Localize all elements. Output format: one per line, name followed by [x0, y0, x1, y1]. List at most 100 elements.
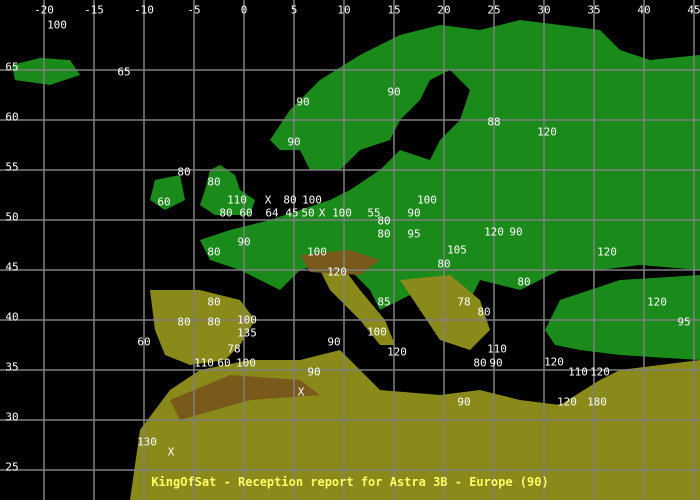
reception-report-label: 45	[285, 206, 299, 220]
land-balkans	[400, 275, 490, 350]
lon-tick-label: 40	[637, 3, 651, 17]
no-reception-marker: X	[167, 445, 175, 459]
reception-report-label: 100	[417, 193, 437, 207]
reception-report-label: 64	[265, 206, 279, 220]
reception-report-label: 120	[647, 295, 667, 309]
reception-report-label: 180	[587, 395, 607, 409]
lat-tick-label: 65	[5, 60, 19, 74]
reception-report-label: 65	[117, 65, 131, 79]
land-turkey	[545, 275, 700, 360]
lon-tick-label: 45	[687, 3, 700, 17]
reception-report-label: 90	[327, 335, 341, 349]
land-italy	[320, 270, 395, 345]
lat-tick-label: 30	[5, 410, 19, 424]
reception-report-label: 110	[227, 193, 247, 207]
reception-report-label: 120	[544, 355, 564, 369]
reception-report-label: 60	[157, 195, 171, 209]
reception-report-label: 100	[237, 313, 257, 327]
reception-report-label: 95	[407, 227, 421, 241]
reception-report-label: 110	[568, 365, 588, 379]
reception-report-label: 90	[287, 135, 301, 149]
lon-tick-label: 15	[387, 3, 401, 17]
lat-tick-label: 60	[5, 110, 19, 124]
reception-report-label: 80	[177, 165, 191, 179]
reception-report-label: 90	[387, 85, 401, 99]
lon-tick-label: 0	[240, 3, 248, 17]
reception-report-label: 80	[437, 257, 451, 271]
no-reception-marker: X	[318, 206, 326, 220]
lat-tick-label: 55	[5, 160, 19, 174]
reception-report-label: 100	[47, 18, 67, 32]
lon-tick-label: 10	[337, 3, 351, 17]
lon-tick-label: 5	[290, 3, 298, 17]
reception-report-label: 100	[332, 206, 352, 220]
no-reception-marker: X	[264, 193, 272, 207]
land-ireland	[150, 175, 185, 210]
reception-report-label: 130	[137, 435, 157, 449]
lat-tick-label: 35	[5, 360, 19, 374]
reception-report-label: 95	[677, 315, 691, 329]
reception-report-label: 55	[367, 206, 381, 220]
reception-report-label: 88	[487, 115, 501, 129]
reception-report-label: 135	[237, 326, 257, 340]
reception-report-label: 78	[227, 342, 241, 356]
reception-report-label: 80	[473, 356, 487, 370]
land-iceland	[12, 58, 80, 85]
lat-tick-label: 50	[5, 210, 19, 224]
map-title: KingOfSat - Reception report for Astra 3…	[151, 475, 549, 489]
reception-report-label: 80	[517, 275, 531, 289]
reception-report-label: 90	[307, 365, 321, 379]
lat-tick-label: 40	[5, 310, 19, 324]
reception-report-label: 60	[239, 206, 253, 220]
reception-report-label: 90	[509, 225, 523, 239]
reception-report-label: 90	[407, 206, 421, 220]
lon-tick-label: 35	[587, 3, 601, 17]
reception-report-label: 80	[377, 214, 391, 228]
reception-report-label: 60	[137, 335, 151, 349]
lat-tick-label: 45	[5, 260, 19, 274]
reception-report-label: 85	[377, 295, 391, 309]
land-iberia	[150, 290, 255, 365]
reception-report-label: 80	[477, 305, 491, 319]
land-britain	[200, 165, 255, 215]
reception-report-label: 100	[367, 325, 387, 339]
reception-report-label: 100	[236, 356, 256, 370]
land-alps	[300, 250, 380, 275]
land-scandinavia	[200, 20, 700, 310]
reception-report-label: 100	[307, 245, 327, 259]
lon-tick-label: -5	[187, 3, 201, 17]
lon-tick-label: -20	[34, 3, 54, 17]
reception-report-label: 105	[447, 243, 467, 257]
lon-tick-label: -15	[84, 3, 104, 17]
reception-report-label: 120	[597, 245, 617, 259]
reception-report-label: 80	[207, 295, 221, 309]
reception-report-label: 100	[302, 193, 322, 207]
reception-report-label: 60	[217, 356, 231, 370]
land-atlas	[170, 375, 320, 420]
reception-report-label: 120	[537, 125, 557, 139]
reception-report-label: 110	[487, 342, 507, 356]
reception-report-label: 80	[207, 175, 221, 189]
reception-report-label: 80	[219, 206, 233, 220]
lon-tick-label: 20	[437, 3, 451, 17]
reception-report-label: 78	[457, 295, 471, 309]
reception-report-label: 120	[557, 395, 577, 409]
reception-report-label: 90	[489, 356, 503, 370]
reception-report-label: 80	[283, 193, 297, 207]
reception-report-label: 120	[387, 345, 407, 359]
reception-report-label: 120	[590, 365, 610, 379]
no-reception-marker: X	[297, 385, 305, 399]
lon-tick-label: 30	[537, 3, 551, 17]
reception-report-label: 80	[207, 315, 221, 329]
reception-report-label: 80	[377, 227, 391, 241]
reception-report-label: 90	[457, 395, 471, 409]
reception-report-label: 90	[296, 95, 310, 109]
reception-report-label: 80	[207, 245, 221, 259]
lon-tick-label: -10	[134, 3, 154, 17]
lat-tick-label: 25	[5, 460, 19, 474]
reception-report-label: 120	[327, 265, 347, 279]
reception-report-label: 90	[237, 235, 251, 249]
